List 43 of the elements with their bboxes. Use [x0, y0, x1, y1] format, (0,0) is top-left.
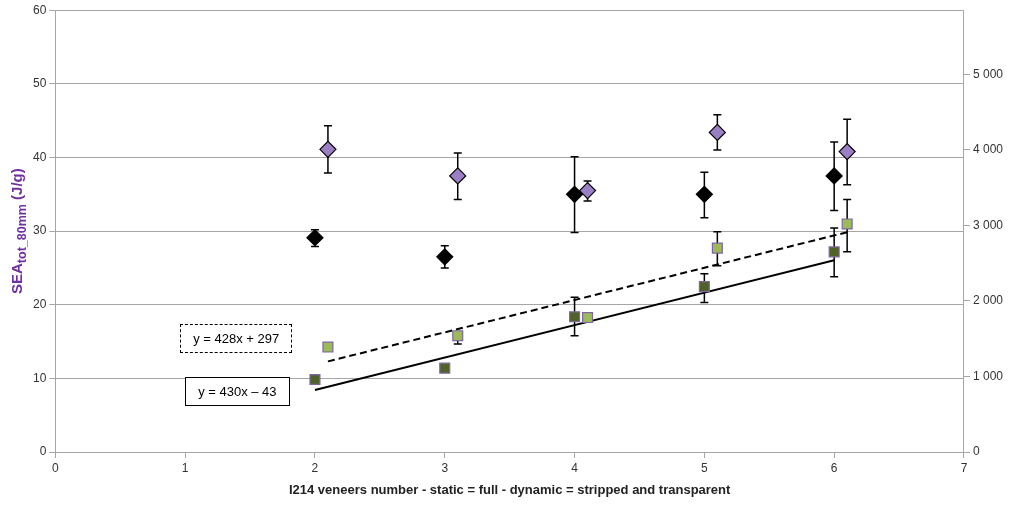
y2-tick-label: 1 000: [972, 368, 1004, 383]
point: [708, 123, 726, 142]
annotation: y = 430x – 43: [185, 376, 290, 406]
point: [841, 218, 853, 230]
x-axis-title: I214 veneers number - static = full - dynamic = stripped and transparent: [288, 481, 732, 497]
point: [828, 246, 840, 258]
x-tick-label: 0: [52, 460, 59, 475]
y-tick-label: 40: [32, 149, 47, 164]
point: [825, 167, 843, 185]
point: [439, 362, 451, 374]
x-tick-label: 4: [571, 460, 579, 475]
point: [565, 185, 584, 203]
y2-tick-label: 2 000: [972, 293, 1004, 308]
y-tick-label: 10: [32, 370, 47, 385]
y-tick-label: 20: [32, 297, 47, 312]
point: [309, 373, 321, 386]
y2-tick-label: 5 000: [972, 66, 1004, 81]
y-tick-label: 0: [39, 444, 47, 459]
point: [449, 167, 467, 185]
y-tick-label: 60: [32, 2, 47, 17]
x-tick-label: 7: [960, 460, 968, 475]
point: [581, 312, 594, 324]
y-tick-label: 30: [32, 223, 47, 238]
point: [319, 140, 337, 158]
point: [698, 281, 710, 293]
x-tick-label: 2: [311, 460, 319, 475]
point: [569, 311, 581, 323]
point: [322, 341, 334, 353]
y2-tick-label: 4 000: [972, 142, 1004, 157]
y2-tick-label: 0: [972, 444, 980, 459]
x-tick-label: 6: [830, 460, 838, 475]
x-tick-label: 1: [181, 460, 189, 475]
x-tick-label: 5: [701, 460, 709, 475]
point: [578, 182, 597, 200]
point: [838, 142, 856, 161]
annotation: y = 428x + 297: [180, 323, 293, 353]
x-tick-label: 3: [441, 460, 449, 475]
point: [695, 185, 713, 203]
point: [306, 229, 324, 247]
y2-tick-label: 3 000: [972, 217, 1004, 232]
point: [436, 248, 454, 266]
y-tick-label: 50: [32, 76, 47, 91]
point: [711, 242, 723, 254]
